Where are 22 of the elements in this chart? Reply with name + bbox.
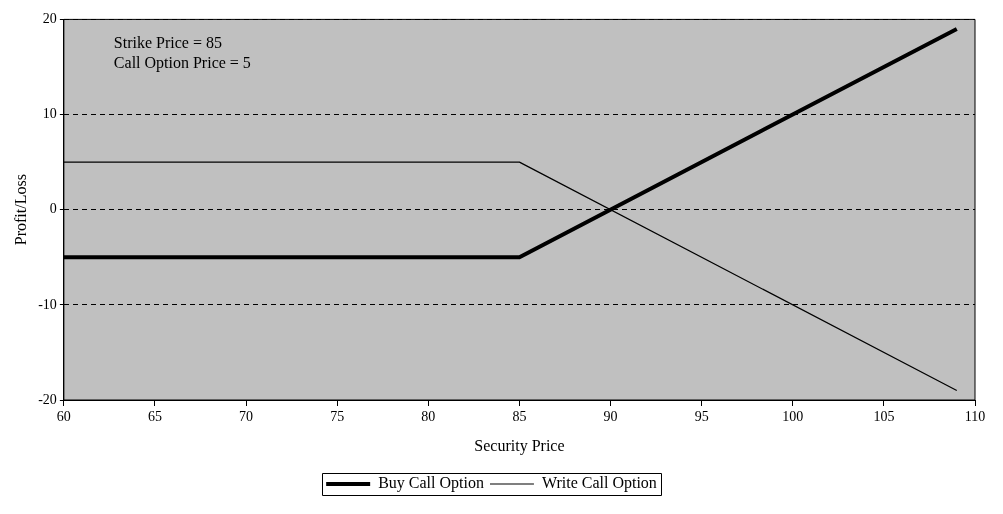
y-tick-label: -20 bbox=[38, 391, 57, 407]
annotation: Call Option Price = 5 bbox=[113, 53, 251, 72]
y-axis-title: Profit/Loss bbox=[11, 174, 29, 246]
x-axis-title: Security Price bbox=[474, 436, 565, 455]
x-tick-label: 60 bbox=[56, 409, 71, 425]
x-tick-label: 105 bbox=[873, 409, 895, 425]
legend-label: Write Call Option bbox=[541, 474, 657, 493]
x-tick-label: 75 bbox=[330, 409, 345, 425]
y-tick-label: 10 bbox=[42, 106, 57, 122]
y-tick-label: -10 bbox=[38, 296, 57, 312]
y-tick-label: 20 bbox=[42, 11, 57, 27]
x-tick-label: 90 bbox=[603, 409, 618, 425]
annotation: Strike Price = 85 bbox=[113, 33, 222, 51]
x-tick-label: 65 bbox=[147, 409, 162, 425]
y-tick-label: 0 bbox=[49, 201, 57, 217]
legend-label: Buy Call Option bbox=[378, 474, 484, 493]
x-tick-label: 80 bbox=[421, 409, 436, 425]
x-tick-label: 70 bbox=[239, 409, 254, 425]
x-tick-label: 85 bbox=[512, 409, 527, 425]
x-tick-label: 100 bbox=[782, 409, 804, 425]
x-tick-label: 110 bbox=[964, 409, 986, 425]
x-tick-label: 95 bbox=[694, 409, 709, 425]
